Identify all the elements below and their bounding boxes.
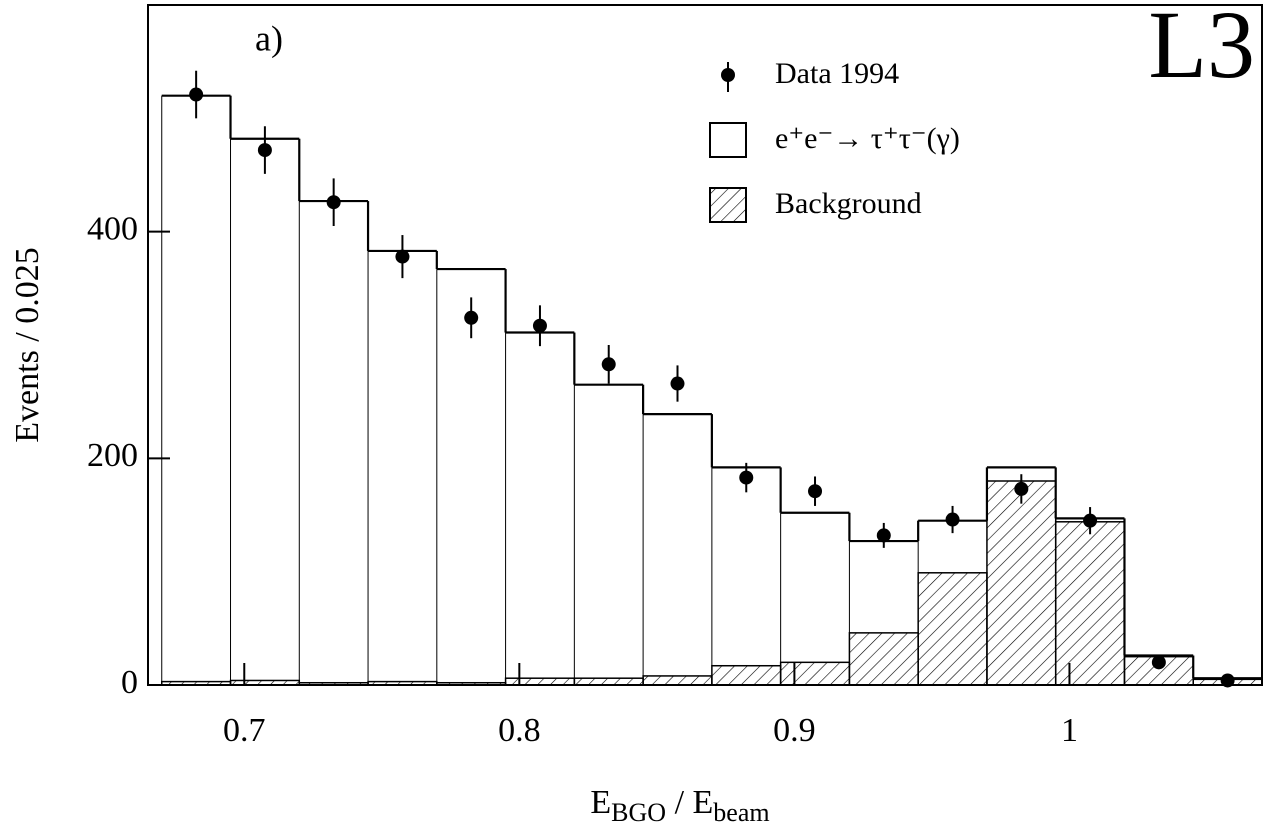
y-tick-label: 400	[87, 210, 138, 247]
background-bar	[298, 681, 369, 686]
data-point	[1083, 513, 1098, 528]
legend-swatch	[709, 122, 747, 158]
legend-label: Data 1994	[775, 57, 899, 90]
x-tick-label: 0.9	[773, 712, 816, 749]
background-bar	[1054, 521, 1126, 686]
data-point	[601, 357, 616, 372]
data-point	[532, 318, 547, 333]
x-axis-label: EBGO / Ebeam	[590, 784, 769, 827]
background-bar	[161, 680, 232, 686]
legend-label: Background	[775, 187, 922, 220]
data-point	[876, 528, 891, 543]
panel-label: a)	[255, 18, 283, 58]
background-bar	[986, 480, 1057, 686]
x-label-sub: beam	[713, 798, 769, 827]
x-tick-label: 0.8	[498, 712, 541, 749]
logo: L3	[1148, 0, 1255, 98]
x-label-sub: BGO	[611, 798, 666, 827]
background-bar	[367, 680, 438, 686]
background-bar	[504, 677, 576, 686]
data-point	[945, 512, 960, 527]
x-tick-label: 1	[1061, 712, 1078, 749]
background-bar	[917, 572, 988, 686]
x-label-part: / E	[666, 784, 713, 821]
y-tick-label: 200	[87, 437, 138, 474]
legend-marker	[721, 68, 735, 82]
x-tick-label: 0.7	[223, 712, 266, 749]
data-point	[1014, 481, 1029, 496]
data-point	[189, 87, 204, 102]
y-axis-label: Events / 0.025	[9, 247, 46, 442]
data-point	[670, 376, 685, 391]
background-bar	[573, 677, 644, 686]
data-point	[739, 470, 754, 485]
x-label-part: E	[590, 784, 611, 821]
data-point	[1151, 655, 1166, 670]
y-tick-label: 0	[121, 664, 138, 701]
data-point	[464, 310, 479, 325]
data-point	[257, 143, 272, 158]
legend-swatch	[709, 187, 747, 223]
background-bar	[436, 681, 507, 686]
data-point	[1220, 673, 1235, 688]
background-bar	[711, 664, 782, 686]
data-point	[326, 195, 341, 210]
data-point	[808, 484, 823, 499]
legend-label: e⁺e⁻→ τ⁺τ⁻(γ)	[775, 122, 960, 155]
data-point	[395, 249, 410, 264]
background-bar	[848, 632, 919, 686]
background-bar	[779, 661, 851, 686]
background-bar	[229, 679, 301, 686]
background-bar	[642, 675, 713, 686]
